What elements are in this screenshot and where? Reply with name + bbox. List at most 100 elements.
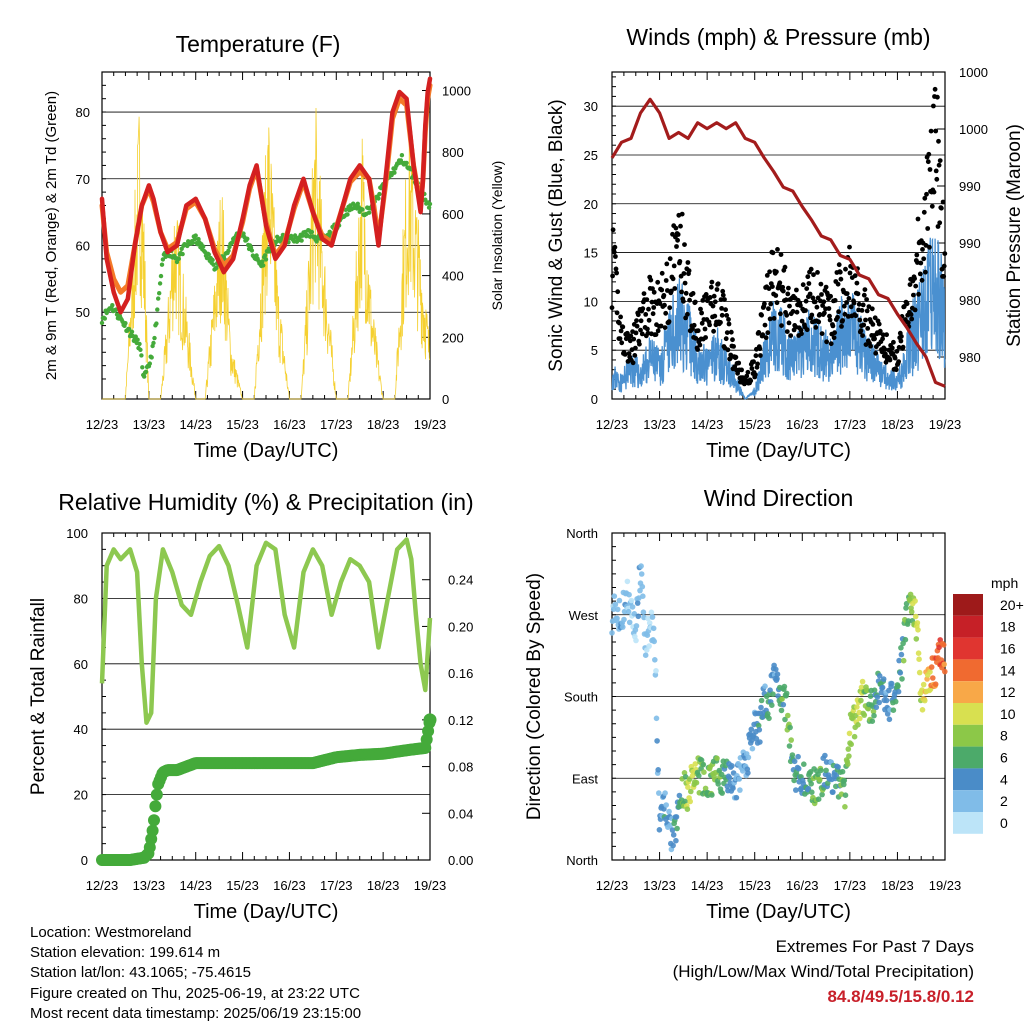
direction-point [787,724,793,731]
gust-point [659,270,665,276]
gust-point [856,301,862,307]
gust-point [868,343,873,349]
gust-point [712,299,718,305]
gust-point [893,367,899,373]
gust-point [851,300,857,306]
chart-title: Relative Humidity (%) & Precipitation (i… [58,489,473,515]
gust-point [844,291,850,296]
precip-point [148,814,160,827]
direction-point [654,738,660,744]
dewpoint-point [99,320,105,326]
speed-legend: mph 20+ 18 16 14 12 10 8 6 4 2 0 [953,575,1024,834]
direction-point [769,702,775,708]
direction-point [662,790,668,796]
dewpoint-point [249,248,255,253]
y2-tick-label: 980 [959,350,981,365]
direction-point [737,787,743,793]
chart-title: Temperature (F) [176,31,341,57]
gust-point [819,331,825,336]
x-tick-label: 15/23 [738,417,771,432]
gust-point [828,293,833,299]
gust-point [832,330,837,336]
legend-swatch [953,615,983,638]
gust-point [720,292,726,298]
gust-point [765,330,771,336]
gust-point [819,292,824,297]
gust-point [695,328,701,334]
direction-point [922,697,928,704]
direction-point [781,683,788,690]
gust-point [873,350,879,356]
gust-point [745,369,751,375]
gust-point [775,247,780,252]
gust-point [699,320,705,326]
gust-point [912,276,917,281]
gust-point [790,309,796,314]
gust-point [641,291,647,296]
legend-label: 8 [1000,728,1008,744]
gust-point [615,289,621,295]
dewpoint-point [211,262,216,267]
dewpoint-point [201,244,206,249]
gust-point [923,269,928,275]
y2-tick-label: 0.00 [448,853,473,868]
direction-point [758,697,765,704]
gust-point [794,309,800,315]
x-tick-label: 17/23 [834,878,867,893]
direction-point [823,767,829,774]
direction-point [663,802,669,808]
gust-point [935,224,941,229]
direction-point [902,636,909,643]
direction-point [897,670,904,676]
gust-point [778,311,783,317]
x-tick-label: 13/23 [643,878,676,893]
direction-point [890,707,897,713]
direction-point [753,735,760,742]
legend-swatch [953,594,983,616]
gust-point [673,225,679,231]
direction-point [628,597,635,604]
direction-point [867,693,874,699]
gust-point [650,311,656,317]
gust-point [912,307,918,313]
dewpoint-point [193,233,198,238]
y2-tick-label: 600 [442,207,464,222]
gust-point [921,209,927,215]
direction-point [653,715,660,722]
gust-point [718,297,724,302]
gust-point [931,103,936,109]
gust-point [942,251,948,256]
dewpoint-point [377,191,382,197]
gust-point [839,324,844,329]
gust-point [709,279,715,285]
gust-point [731,344,736,349]
gust-point [719,312,725,318]
legend-swatch [953,812,983,834]
y-axis-label: 2m & 9m T (Red, Orange) & 2m Td (Green) [43,91,60,380]
gust-point [635,312,641,318]
direction-point [673,837,679,844]
dewpoint-point [151,340,156,346]
gust-point [651,305,657,310]
x-tick-label: 19/23 [414,417,447,432]
gust-point [926,151,932,157]
gust-point [816,319,822,325]
gust-point [787,303,792,309]
dewpoint-point [176,256,181,261]
dewpoint-point [399,153,405,158]
dewpoint-point [149,355,154,360]
x-tick-label: 16/23 [273,417,306,432]
direction-point [624,578,631,585]
gust-point [828,341,834,347]
gust-point [736,360,742,366]
dewpoint-point [345,212,350,217]
gust-point [811,272,816,278]
gust-point [759,312,764,318]
gust-point [666,319,672,324]
direction-point [864,687,870,694]
gust-point [861,292,867,298]
gust-point [891,339,896,345]
direction-point [685,784,691,790]
direction-point [878,689,885,696]
direction-point [876,699,882,706]
